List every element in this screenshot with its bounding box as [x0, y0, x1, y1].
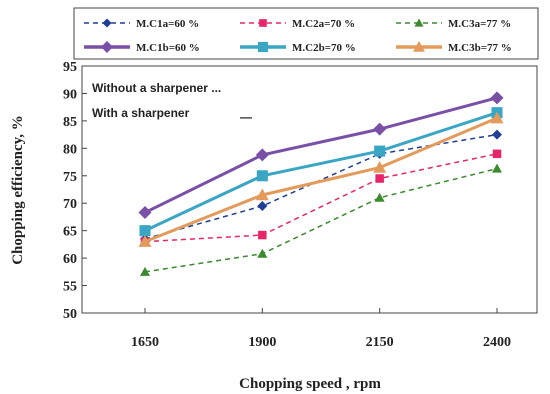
- y-tick-label: 90: [63, 87, 77, 102]
- series-layer: [138, 91, 504, 276]
- legend-item: M.C2b=70 %: [240, 41, 356, 54]
- data-point: [490, 111, 504, 124]
- y-tick-label: 70: [63, 197, 77, 212]
- y-tick-label: 65: [63, 225, 77, 240]
- legend-marker: [413, 41, 425, 52]
- data-point: [492, 149, 502, 159]
- data-point: [258, 230, 267, 240]
- data-point: [140, 266, 150, 276]
- data-point: [257, 200, 268, 211]
- data-point: [373, 122, 387, 136]
- legend-marker: [259, 19, 267, 27]
- legend-box: [73, 7, 539, 60]
- data-point: [490, 91, 504, 105]
- data-point: [256, 170, 268, 182]
- legend: M.C1a=60 % M.C2a=70 % M.C3a=77 % M.C1b=60 %…: [84, 18, 512, 54]
- y-axis-title: Chopping efficiency, %: [10, 115, 26, 265]
- legend-label: M.C1a=60 %: [136, 18, 199, 30]
- y-tick-label: 50: [63, 307, 77, 322]
- x-axis-title: Chopping speed , rpm: [239, 376, 381, 392]
- legend-marker: [102, 18, 112, 28]
- data-point: [373, 161, 387, 173]
- y-tick-label: 80: [63, 142, 77, 157]
- data-point: [374, 192, 385, 202]
- series-3: [140, 163, 502, 276]
- data-point: [374, 145, 386, 157]
- legend-item: M.C3a=77 %: [396, 18, 511, 30]
- series-5: [139, 107, 503, 237]
- annotation-with-sharpener: With a sharpener: [92, 106, 190, 120]
- legend-item: M.C2a=70 %: [240, 18, 355, 30]
- series-line: [144, 111, 498, 233]
- legend-item: M.C3b=77 %: [396, 41, 512, 54]
- y-axis: 50 55 60 65 70 75 80 85 90 95: [63, 60, 87, 322]
- legend-item: M.C1a=60 %: [84, 18, 199, 30]
- annotation-without-sharpener: Without a sharpener ...: [92, 81, 221, 95]
- y-tick-label: 75: [63, 170, 77, 185]
- y-tick-label: 60: [63, 252, 77, 267]
- series-line: [144, 116, 498, 244]
- legend-label: M.C1b=60 %: [136, 42, 200, 54]
- legend-label: M.C3a=77 %: [448, 18, 511, 30]
- legend-item: M.C1b=60 %: [84, 41, 200, 54]
- data-point: [255, 148, 269, 162]
- series-line: [144, 96, 498, 214]
- x-tick-label: 1900: [248, 335, 276, 350]
- data-point: [257, 248, 268, 258]
- series-line: [144, 153, 498, 243]
- data-point: [492, 129, 502, 140]
- legend-label: M.C2b=70 %: [292, 42, 356, 54]
- series-4: [138, 91, 504, 220]
- legend-marker: [257, 41, 269, 53]
- series-line: [144, 167, 498, 273]
- data-point: [138, 206, 152, 220]
- legend-label: M.C2a=70 %: [292, 18, 355, 30]
- x-axis: 1650 1900 2150 2400: [131, 308, 511, 350]
- series-6: [138, 111, 504, 247]
- data-point: [492, 163, 502, 173]
- data-point: [255, 188, 269, 201]
- y-tick-label: 85: [63, 115, 77, 130]
- plot-frame: [81, 65, 538, 314]
- x-tick-label: 2400: [483, 335, 511, 350]
- legend-marker: [414, 18, 424, 27]
- annotation-solid-line-symbol: —: [240, 110, 252, 124]
- x-tick-label: 1650: [131, 335, 159, 350]
- data-point: [139, 225, 151, 237]
- data-point: [138, 235, 152, 247]
- legend-label: M.C3b=77 %: [448, 42, 512, 54]
- y-tick-label: 55: [63, 280, 77, 295]
- data-point: [375, 174, 384, 183]
- y-tick-label: 95: [63, 60, 77, 75]
- legend-marker: [101, 41, 113, 53]
- x-tick-label: 2150: [366, 335, 394, 350]
